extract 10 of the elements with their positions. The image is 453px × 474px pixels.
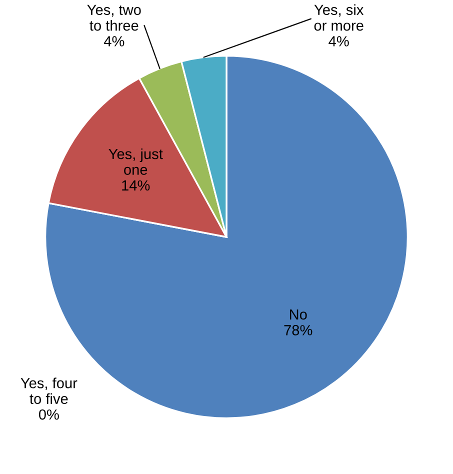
data-label: 4% (328, 36, 349, 46)
data-label: 14% (122, 180, 150, 191)
category-label: Yes, four to five (20, 378, 78, 404)
slice-label: No (290, 309, 307, 320)
slice-label: Yes, six or more (314, 4, 364, 31)
slice-label: Yes, two to three (87, 4, 141, 31)
data-label: 78% (284, 325, 312, 336)
text: 0% (38, 409, 59, 420)
slice-label: Yes, just one (108, 148, 163, 175)
data-label: 4% (104, 36, 124, 46)
